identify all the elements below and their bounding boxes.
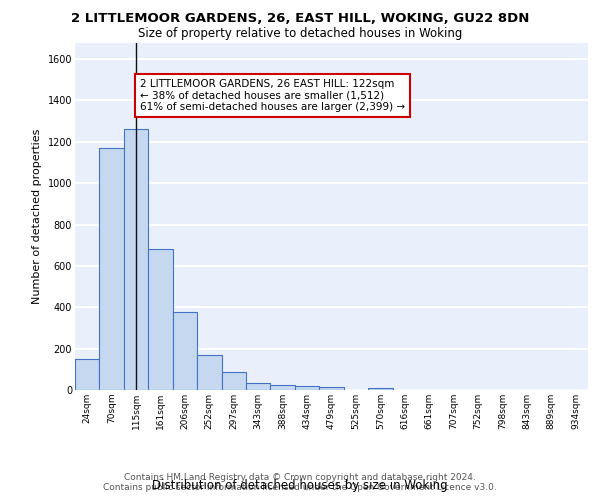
Bar bbox=[271, 385, 295, 390]
Bar bbox=[124, 130, 148, 390]
Text: 2 LITTLEMOOR GARDENS, 26, EAST HILL, WOKING, GU22 8DN: 2 LITTLEMOOR GARDENS, 26, EAST HILL, WOK… bbox=[71, 12, 529, 26]
Bar bbox=[319, 387, 344, 390]
Text: Size of property relative to detached houses in Woking: Size of property relative to detached ho… bbox=[138, 28, 462, 40]
Bar bbox=[368, 388, 392, 390]
Bar bbox=[100, 148, 124, 390]
Bar bbox=[246, 383, 271, 390]
Text: Contains HM Land Registry data © Crown copyright and database right 2024.
Contai: Contains HM Land Registry data © Crown c… bbox=[103, 472, 497, 492]
Bar bbox=[295, 386, 319, 390]
Text: Distribution of detached houses by size in Woking: Distribution of detached houses by size … bbox=[152, 480, 448, 492]
Bar bbox=[75, 359, 100, 390]
Bar bbox=[221, 372, 246, 390]
Bar bbox=[148, 250, 173, 390]
Y-axis label: Number of detached properties: Number of detached properties bbox=[32, 128, 42, 304]
Text: 2 LITTLEMOOR GARDENS, 26 EAST HILL: 122sqm
← 38% of detached houses are smaller : 2 LITTLEMOOR GARDENS, 26 EAST HILL: 122s… bbox=[140, 79, 405, 112]
Bar bbox=[197, 355, 221, 390]
Bar bbox=[173, 312, 197, 390]
